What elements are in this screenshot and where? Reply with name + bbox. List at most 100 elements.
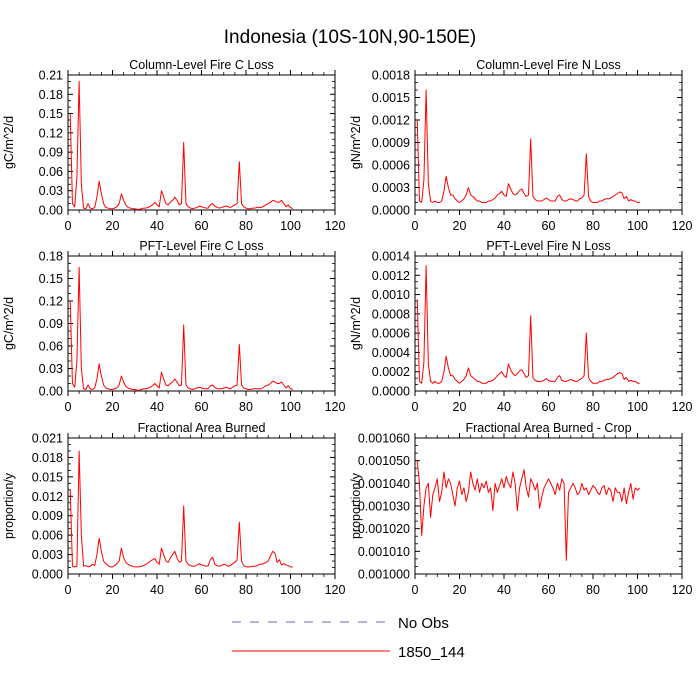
x-tick-label: 120 — [325, 400, 346, 414]
x-tick-label: 40 — [150, 219, 164, 233]
y-tick-label: 0.15 — [39, 272, 63, 286]
y-tick-label: 0.06 — [39, 340, 63, 354]
y-tick-label: 0.0006 — [372, 159, 410, 173]
x-tick-label: 120 — [325, 219, 346, 233]
plot-frame — [414, 255, 683, 392]
x-tick-label: 100 — [627, 583, 648, 597]
y-tick-label: 0.00 — [39, 385, 63, 399]
y-tick-label: 0.0002 — [372, 365, 410, 379]
legend-label-1850-144: 1850_144 — [398, 644, 465, 661]
x-tick-label: 40 — [497, 583, 511, 597]
x-tick-label: 60 — [195, 400, 209, 414]
x-tick-label: 60 — [542, 583, 556, 597]
y-tick-label: 0.03 — [39, 362, 63, 376]
y-tick-label: 0.0018 — [372, 69, 410, 83]
legend-label-no-obs: No Obs — [398, 615, 449, 632]
series-line-1850_144 — [69, 450, 293, 568]
y-tick-label: 0.0009 — [372, 136, 410, 150]
x-tick-label: 100 — [280, 400, 301, 414]
legend: No Obs 1850_144 — [232, 615, 465, 661]
y-tick-label: 0.0010 — [372, 288, 410, 302]
y-axis-label: proportion/y — [2, 472, 16, 539]
panel-title: Fractional Area Burned — [138, 421, 266, 435]
y-tick-label: 0.0012 — [372, 114, 410, 128]
x-tick-label: 20 — [453, 400, 467, 414]
y-tick-label: 0.021 — [32, 432, 63, 446]
y-tick-label: 0.0003 — [372, 181, 410, 195]
y-axis-label: gN/m^2/d — [349, 297, 363, 350]
y-tick-label: 0.001040 — [358, 477, 410, 491]
y-tick-label: 0.006 — [32, 529, 63, 543]
panel-title: PFT-Level Fire N Loss — [486, 239, 610, 253]
plot-frame — [67, 74, 336, 211]
y-tick-label: 0.001050 — [358, 454, 410, 468]
series-line-1850_144 — [416, 89, 640, 203]
x-tick-label: 60 — [195, 219, 209, 233]
x-tick-label: 0 — [412, 583, 419, 597]
x-tick-label: 80 — [239, 400, 253, 414]
panel-6: Fractional Area Burned - Crop proportion/… — [349, 421, 692, 597]
x-tick-label: 120 — [672, 583, 693, 597]
y-tick-label: 0.001000 — [358, 568, 410, 582]
plot-frame — [67, 255, 336, 392]
y-tick-label: 0.12 — [39, 295, 63, 309]
y-tick-label: 0.09 — [39, 146, 63, 160]
x-tick-label: 60 — [542, 219, 556, 233]
series-line-1850_144 — [416, 265, 640, 384]
x-tick-label: 100 — [280, 219, 301, 233]
series-line-1850_144 — [69, 80, 293, 210]
panel-5: Fractional Area Burned proportion/y 0.000 0… — [2, 421, 345, 597]
x-tick-label: 0 — [65, 400, 72, 414]
x-tick-label: 120 — [672, 400, 693, 414]
x-tick-label: 0 — [65, 219, 72, 233]
y-tick-label: 0.001010 — [358, 545, 410, 559]
y-tick-label: 0.009 — [32, 509, 63, 523]
x-tick-label: 60 — [195, 583, 209, 597]
y-tick-label: 0.0008 — [372, 307, 410, 321]
x-tick-label: 120 — [672, 219, 693, 233]
x-tick-label: 20 — [106, 583, 120, 597]
y-tick-label: 0.12 — [39, 126, 63, 140]
x-tick-label: 80 — [239, 219, 253, 233]
panel-title: Column-Level Fire C Loss — [129, 58, 274, 72]
y-tick-label: 0.001060 — [358, 432, 410, 446]
y-tick-label: 0.0015 — [372, 91, 410, 105]
y-axis-label: gC/m^2/d — [2, 116, 16, 169]
y-tick-label: 0.003 — [32, 548, 63, 562]
panel-2: Column-Level Fire N Loss gN/m^2/d 0.0000 0.… — [349, 58, 692, 233]
y-tick-label: 0.000 — [32, 568, 63, 582]
y-tick-label: 0.001030 — [358, 500, 410, 514]
y-tick-label: 0.012 — [32, 490, 63, 504]
x-tick-label: 20 — [106, 400, 120, 414]
panels: Column-Level Fire C Loss gC/m^2/d 0.00 0.03… — [2, 58, 692, 597]
y-axis-label: gC/m^2/d — [2, 297, 16, 350]
y-tick-label: 0.0014 — [372, 250, 410, 264]
y-tick-label: 0.18 — [39, 88, 63, 102]
figure-title: Indonesia (10S-10N,90-150E) — [224, 27, 476, 48]
y-tick-label: 0.09 — [39, 317, 63, 331]
y-tick-label: 0.06 — [39, 165, 63, 179]
x-tick-label: 60 — [542, 400, 556, 414]
y-tick-label: 0.0012 — [372, 269, 410, 283]
y-tick-label: 0.015 — [32, 470, 63, 484]
y-axis-label: proportion/y — [349, 472, 363, 539]
x-tick-label: 0 — [412, 400, 419, 414]
panel-3: PFT-Level Fire C Loss gC/m^2/d 0.00 0.03 0.0… — [2, 239, 345, 414]
panel-4: PFT-Level Fire N Loss gN/m^2/d 0.0000 0.000… — [349, 239, 692, 414]
x-tick-label: 80 — [586, 219, 600, 233]
x-tick-label: 20 — [453, 583, 467, 597]
y-tick-label: 0.018 — [32, 451, 63, 465]
x-tick-label: 20 — [106, 219, 120, 233]
y-tick-label: 0.00 — [39, 204, 63, 218]
panel-title: PFT-Level Fire C Loss — [139, 239, 263, 253]
x-tick-label: 100 — [280, 583, 301, 597]
y-axis-label: gN/m^2/d — [349, 116, 363, 169]
x-tick-label: 0 — [412, 219, 419, 233]
x-tick-label: 40 — [497, 400, 511, 414]
panel-1: Column-Level Fire C Loss gC/m^2/d 0.00 0.03… — [2, 58, 345, 233]
y-tick-label: 0.21 — [39, 69, 63, 83]
series-line-1850_144 — [69, 266, 293, 391]
x-tick-label: 100 — [627, 400, 648, 414]
plot-frame — [414, 74, 683, 211]
